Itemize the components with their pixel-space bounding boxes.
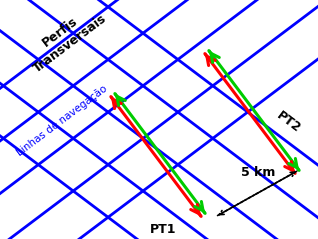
Text: PT1: PT1	[150, 223, 176, 236]
Text: Linhas de navegação: Linhas de navegação	[15, 84, 109, 158]
Text: Perfis
Transversais: Perfis Transversais	[21, 0, 109, 76]
Text: PT2: PT2	[274, 109, 303, 135]
Text: 5 km: 5 km	[241, 166, 275, 179]
